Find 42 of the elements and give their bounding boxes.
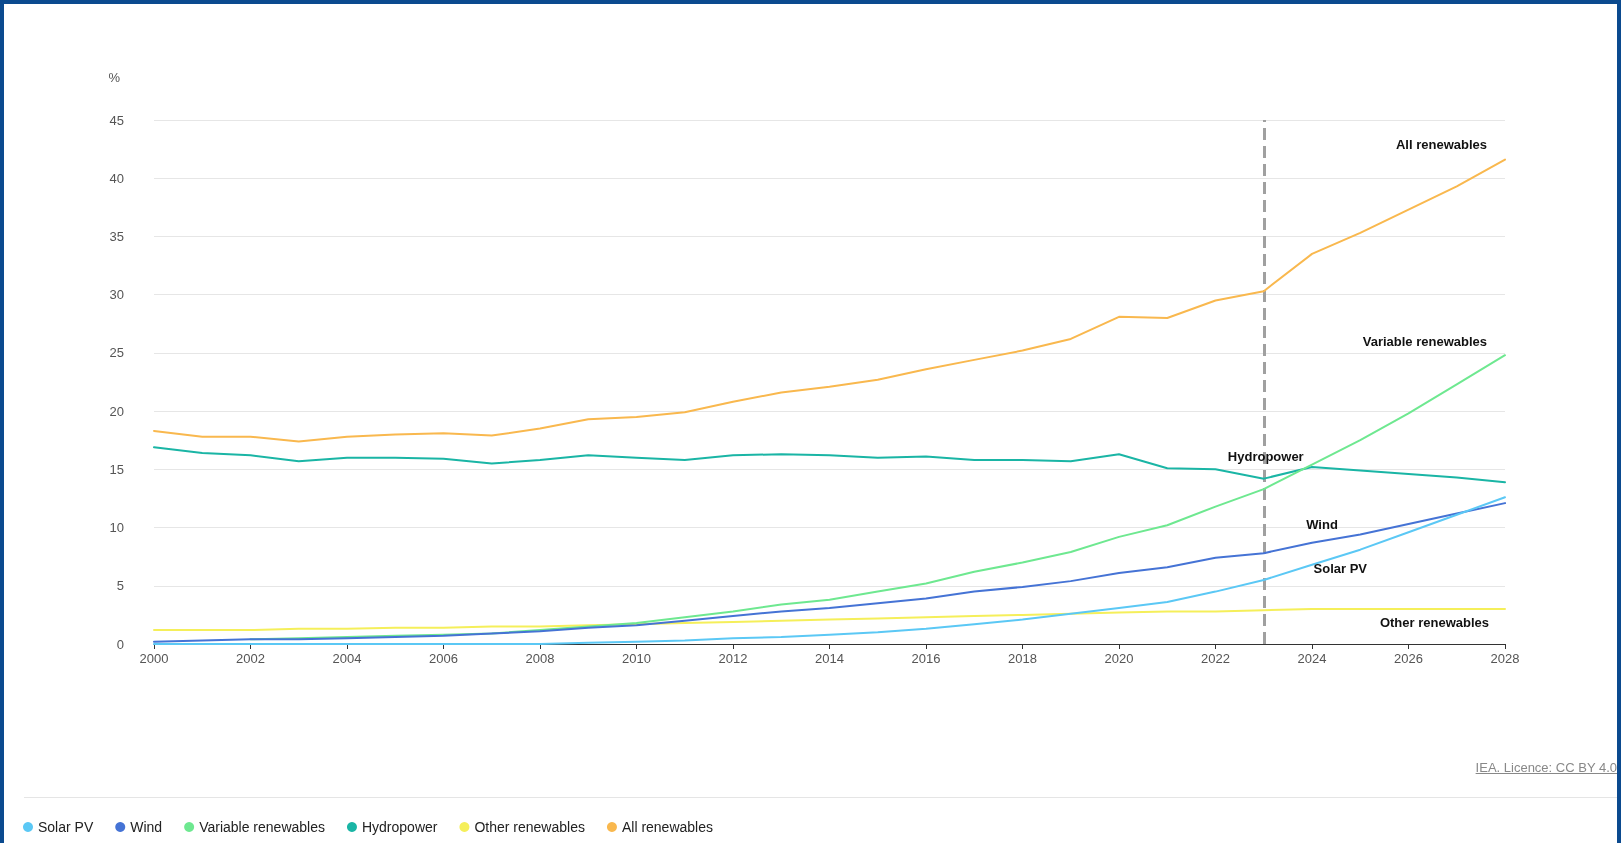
y-tick-label: 40 bbox=[109, 170, 124, 186]
y-tick-label: 10 bbox=[109, 520, 124, 536]
x-tick-label: 2008 bbox=[525, 651, 555, 666]
x-tick-label: 2020 bbox=[1104, 651, 1134, 666]
x-tick-label: 2028 bbox=[1490, 651, 1520, 666]
x-tick-label: 2016 bbox=[911, 651, 941, 666]
x-tick-label: 2012 bbox=[718, 651, 748, 666]
legend-label: Other renewables bbox=[474, 819, 585, 835]
legend-label: Variable renewables bbox=[199, 819, 325, 835]
y-tick-label: 25 bbox=[109, 345, 124, 361]
y-tick-label: 20 bbox=[109, 403, 124, 419]
legend-label: Hydropower bbox=[361, 819, 438, 835]
x-tick-label: 2026 bbox=[1394, 651, 1423, 666]
line-series bbox=[153, 608, 1506, 632]
annotation: Variable renewables bbox=[1362, 333, 1487, 349]
x-tick-label: 2022 bbox=[1201, 651, 1230, 666]
x-tick-label: 2002 bbox=[236, 651, 265, 666]
x-tick-label: 2000 bbox=[139, 651, 169, 666]
x-tick-label: 2010 bbox=[622, 651, 651, 666]
annotation: Hydropower bbox=[1227, 449, 1304, 465]
y-tick-label: 15 bbox=[109, 461, 124, 477]
line-series bbox=[153, 446, 1506, 484]
legend-label: Solar PV bbox=[38, 819, 94, 835]
annotation: Wind bbox=[1306, 517, 1338, 533]
x-tick-label: 2018 bbox=[1008, 651, 1037, 666]
y-axis-title: % bbox=[108, 70, 121, 85]
annotation: All renewables bbox=[1395, 137, 1487, 153]
y-tick-label: 30 bbox=[109, 287, 124, 303]
x-tick-label: 2004 bbox=[332, 651, 362, 666]
legend-label: Wind bbox=[130, 819, 163, 835]
y-tick-label: 0 bbox=[116, 636, 124, 652]
annotation: Solar PV bbox=[1313, 561, 1368, 577]
x-tick-label: 2006 bbox=[429, 651, 458, 666]
y-tick-label: 35 bbox=[109, 228, 124, 244]
x-tick-label: 2024 bbox=[1297, 651, 1327, 666]
legend-label: All renewables bbox=[621, 819, 713, 835]
y-tick-label: 45 bbox=[109, 112, 124, 128]
text: IEA. Licence: CC BY 4.0 bbox=[1475, 760, 1617, 775]
annotation: Other renewables bbox=[1379, 614, 1489, 630]
y-tick-label: 5 bbox=[116, 578, 124, 594]
x-tick-label: 2014 bbox=[815, 651, 844, 666]
line-series bbox=[153, 158, 1506, 443]
